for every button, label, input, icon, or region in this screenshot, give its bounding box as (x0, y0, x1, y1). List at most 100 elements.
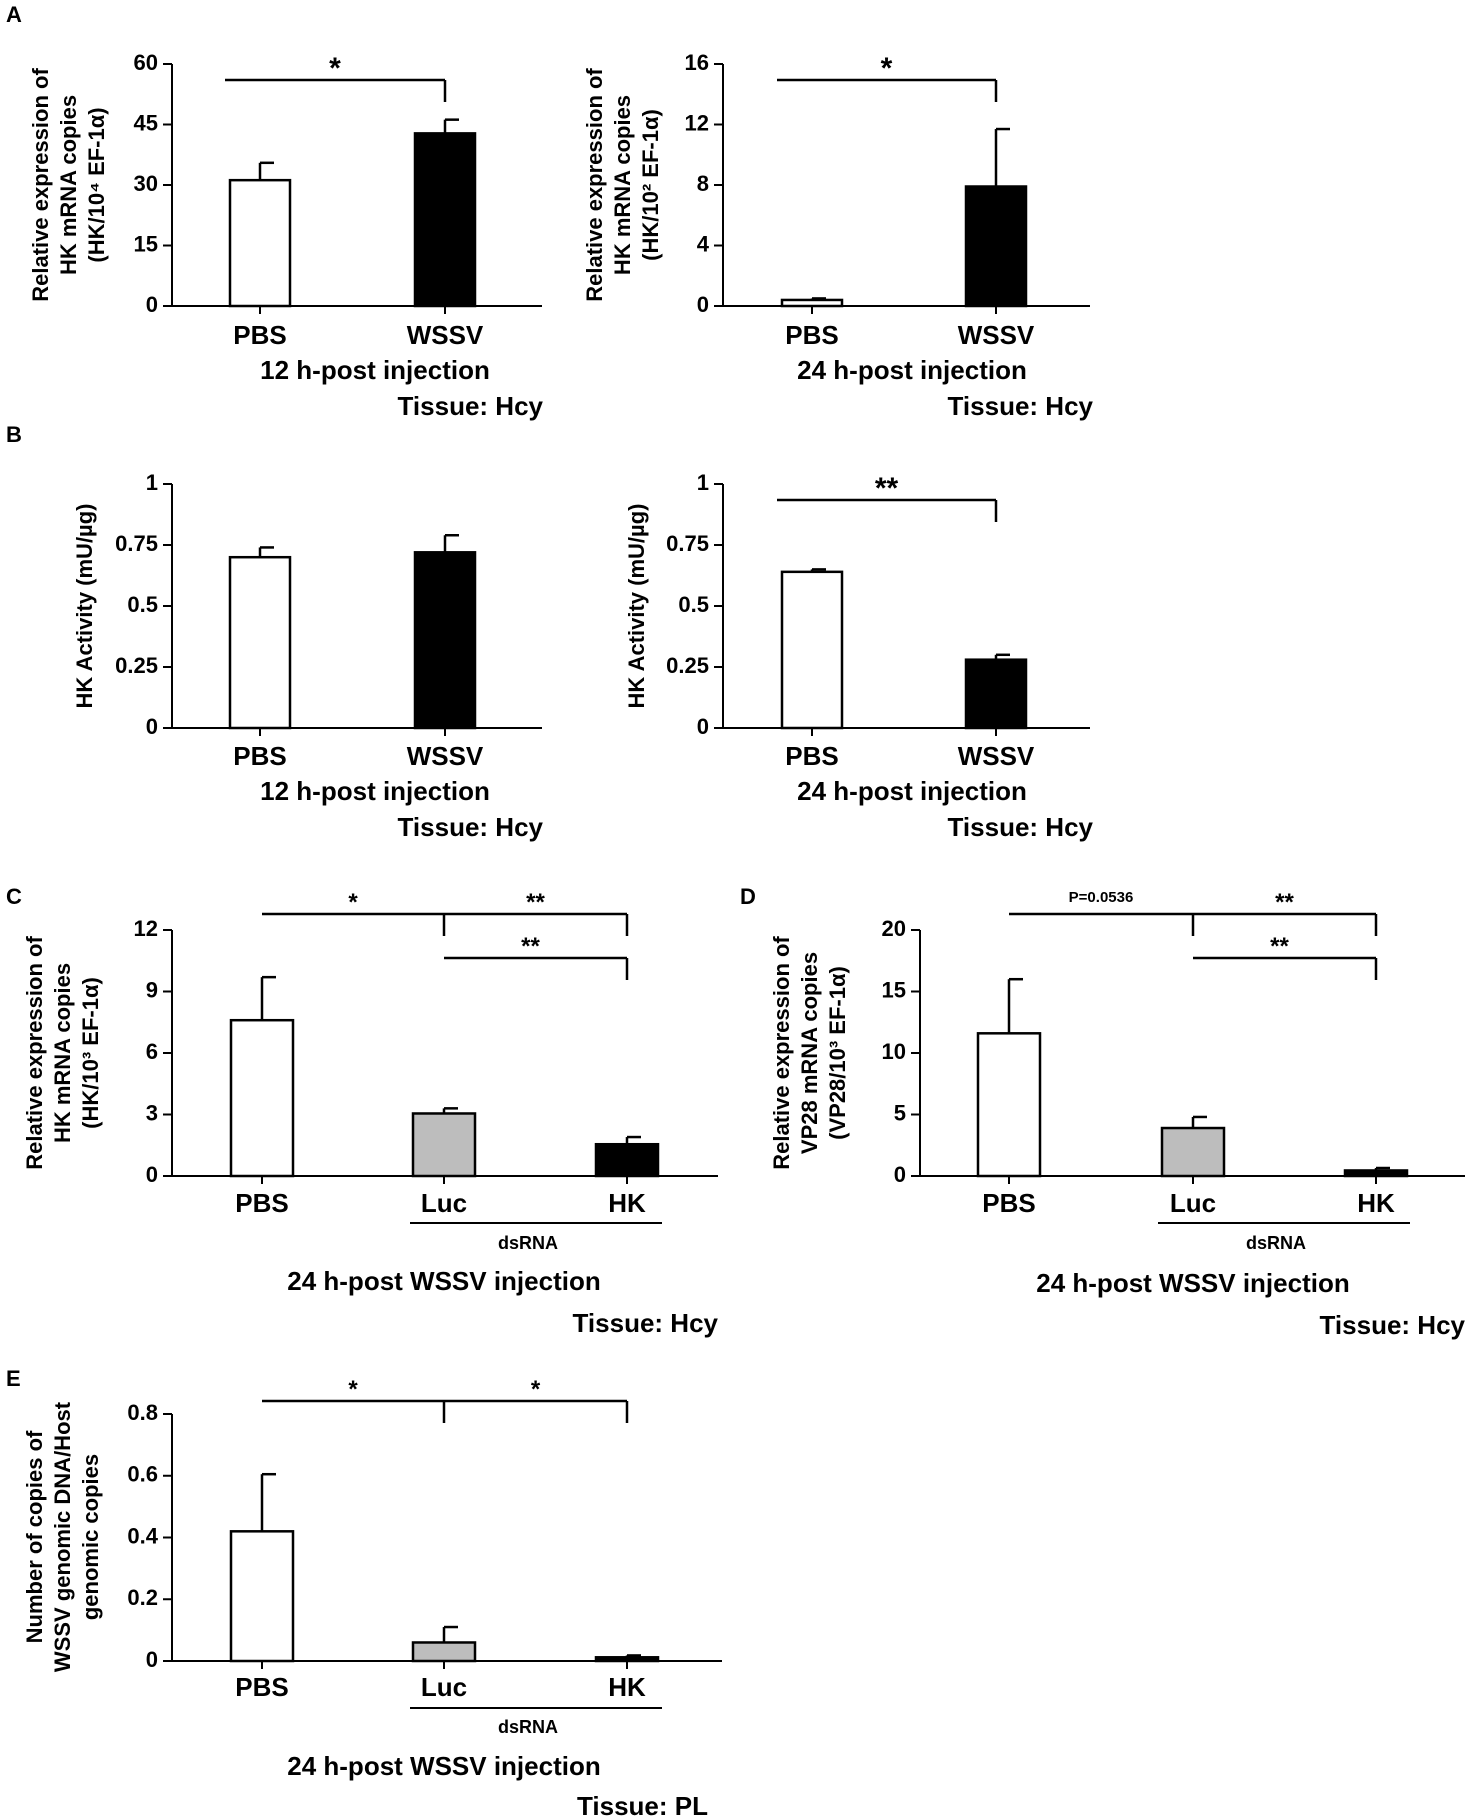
y-axis-label-line: Relative expression of (769, 936, 794, 1170)
y-axis-label-line: Number of copies of (22, 1430, 47, 1643)
category-label: PBS (785, 741, 838, 771)
panel-letter-b: B (6, 422, 22, 447)
category-label: PBS (235, 1188, 288, 1218)
category-label: PBS (233, 320, 286, 350)
y-tick-label: 10 (882, 1039, 906, 1064)
y-tick-label: 0 (146, 1647, 158, 1672)
category-label: PBS (235, 1672, 288, 1702)
y-axis-label-line: WSSV genomic DNA/Host (50, 1401, 75, 1672)
category-label: WSSV (958, 320, 1035, 350)
y-tick-label: 4 (697, 231, 710, 256)
y-tick-label: 9 (146, 977, 158, 1002)
tissue-label: Tissue: Hcy (948, 391, 1094, 421)
y-axis-label-line: Relative expression of (28, 68, 53, 302)
x-axis-label: 24 h-post WSSV injection (287, 1751, 600, 1781)
category-label: WSSV (407, 320, 484, 350)
y-tick-label: 16 (685, 50, 709, 75)
significance-label: * (531, 1376, 541, 1403)
y-tick-label: 0.4 (127, 1523, 158, 1548)
y-tick-label: 8 (697, 171, 709, 196)
tissue-label: Tissue: Hcy (1320, 1310, 1466, 1340)
y-axis-label: Number of copies of WSSV genomic DNA/Host… (22, 1401, 103, 1672)
y-axis-label-line: VP28 mRNA copies (797, 952, 822, 1154)
significance-label: * (348, 889, 358, 916)
y-tick-label: 0 (146, 292, 158, 317)
bar-pbs (976, 1032, 1042, 1178)
significance-label: ** (526, 889, 545, 916)
significance-label: ** (875, 472, 899, 505)
bar-pbs (780, 570, 844, 730)
y-tick-label: 1 (697, 470, 709, 495)
chart-a2: Relative expression of HK mRNA copies (HK/… (582, 50, 1094, 421)
category-label: Luc (421, 1188, 467, 1218)
y-tick-label: 0.5 (678, 592, 709, 617)
chart-b2: HK Activity (mU/µg) 0 0.25 0.5 0.75 1 PBS WSSV *… (624, 470, 1094, 842)
x-axis-label: 24 h-post WSSV injection (287, 1266, 600, 1296)
y-tick-label: 6 (146, 1039, 158, 1064)
panel-letter-c: C (6, 884, 22, 909)
y-tick-label: 0 (697, 292, 709, 317)
y-axis-label-line: (VP28/10³ EF-1α) (825, 966, 850, 1140)
bar-pbs (229, 1018, 295, 1178)
y-tick-label: 0 (697, 714, 709, 739)
chart-e: Number of copies of WSSV genomic DNA/Host… (22, 1376, 722, 1819)
bar-pbs (228, 555, 292, 730)
panel-letter-d: D (740, 884, 756, 909)
bar-pbs (229, 1530, 295, 1663)
category-label: Luc (421, 1672, 467, 1702)
y-tick-label: 45 (134, 110, 158, 135)
x-axis-label: 12 h-post injection (260, 776, 490, 806)
bar-luc (411, 1641, 477, 1663)
y-tick-label: 0 (146, 714, 158, 739)
bar-hk (594, 1142, 660, 1178)
y-tick-label: 0.75 (115, 531, 158, 556)
y-tick-label: 30 (134, 171, 158, 196)
y-axis-label-line: (HK/10² EF-1α) (638, 109, 663, 261)
y-tick-label: 3 (146, 1100, 158, 1125)
y-tick-label: 0 (146, 1162, 158, 1187)
y-axis-label: Relative expression of HK mRNA copies (HK/… (28, 68, 109, 302)
dsrna-label: dsRNA (498, 1717, 558, 1737)
y-axis-label-line: (HK/10³ EF-1α) (78, 977, 103, 1129)
bar-luc (411, 1112, 477, 1178)
y-tick-label: 0.2 (127, 1585, 158, 1610)
x-axis-label: 24 h-post injection (797, 776, 1027, 806)
tissue-label: Tissue: Hcy (398, 391, 544, 421)
x-axis-label: 24 h-post WSSV injection (1036, 1268, 1349, 1298)
y-tick-label: 15 (134, 231, 158, 256)
bar-wssv (413, 132, 477, 308)
significance-label: * (329, 52, 341, 85)
significance-label: ** (1275, 889, 1294, 916)
chart-c: Relative expression of HK mRNA copies (HK/… (22, 889, 719, 1338)
significance-label: * (348, 1376, 358, 1403)
bar-pbs (228, 178, 292, 308)
y-tick-label: 0.6 (127, 1462, 158, 1487)
category-label: PBS (982, 1188, 1035, 1218)
panel-letter-e: E (6, 1366, 21, 1391)
category-label: HK (608, 1188, 646, 1218)
y-axis-label-line: (HK/10⁴ EF-1α) (84, 107, 109, 262)
bar-wssv (413, 551, 477, 730)
bar-wssv (964, 185, 1028, 308)
tissue-label: Tissue: PL (577, 1791, 708, 1819)
category-label: Luc (1170, 1188, 1216, 1218)
y-tick-label: 12 (134, 916, 158, 941)
y-axis-label-line: HK Activity (mU/µg) (624, 504, 649, 709)
y-axis-label: Relative expression of HK mRNA copies (HK/… (22, 936, 103, 1170)
x-axis-label: 12 h-post injection (260, 355, 490, 385)
y-axis-label-line: Relative expression of (582, 68, 607, 302)
significance-label: ** (521, 933, 540, 960)
y-tick-label: 12 (685, 110, 709, 135)
bar-wssv (964, 658, 1028, 730)
y-axis-label: HK Activity (mU/µg) (72, 504, 97, 709)
y-tick-label: 0.25 (115, 653, 158, 678)
y-axis-label-line: HK mRNA copies (56, 95, 81, 275)
dsrna-label: dsRNA (498, 1233, 558, 1253)
bar-hk (594, 1656, 660, 1663)
y-tick-label: 20 (882, 916, 906, 941)
tissue-label: Tissue: Hcy (573, 1308, 719, 1338)
y-axis-label-line: HK mRNA copies (50, 963, 75, 1143)
y-tick-label: 1 (146, 470, 158, 495)
panel-letter-a: A (6, 2, 22, 27)
